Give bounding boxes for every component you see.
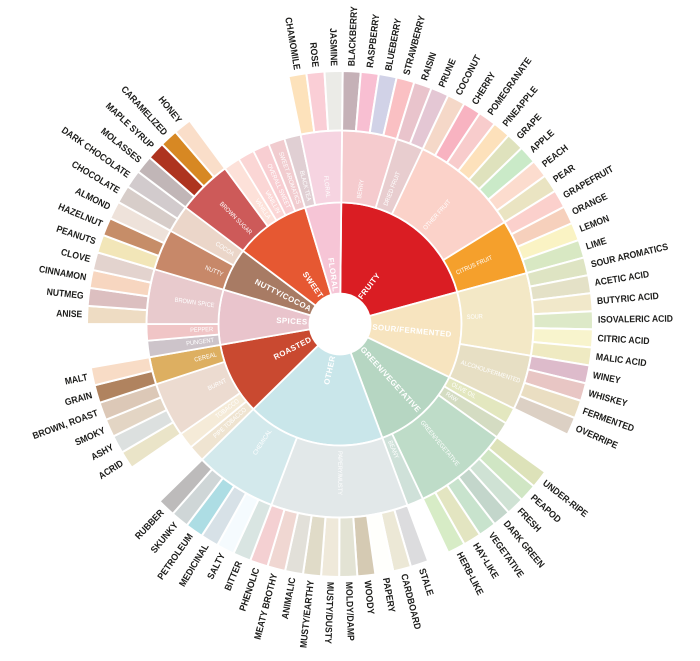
- svg-text:FLORAL: FLORAL: [322, 175, 331, 198]
- svg-text:ROSE: ROSE: [307, 42, 320, 68]
- svg-text:PAPERY/MUSTY: PAPERY/MUSTY: [336, 451, 343, 496]
- svg-text:JASMINE: JASMINE: [327, 28, 339, 66]
- svg-text:NUTMEG: NUTMEG: [46, 287, 84, 302]
- svg-text:SPICES: SPICES: [276, 316, 308, 327]
- svg-text:MALT: MALT: [64, 372, 89, 388]
- svg-text:PEPPER: PEPPER: [190, 326, 214, 334]
- svg-text:BUTYRIC ACID: BUTYRIC ACID: [597, 291, 660, 307]
- svg-text:WOODY: WOODY: [361, 580, 376, 616]
- svg-text:MUSTY/DUSTY: MUSTY/DUSTY: [322, 582, 335, 645]
- svg-text:CITRIC ACID: CITRIC ACID: [597, 333, 650, 347]
- svg-text:PUNGENT: PUNGENT: [186, 337, 215, 348]
- svg-text:BLACKBERRY: BLACKBERRY: [346, 5, 360, 66]
- svg-text:MOLDY/DAMP: MOLDY/DAMP: [343, 582, 356, 642]
- svg-text:ANISE: ANISE: [56, 308, 82, 320]
- svg-text:SOUR: SOUR: [467, 313, 484, 321]
- svg-text:ISOVALERIC ACID: ISOVALERIC ACID: [598, 314, 673, 326]
- svg-text:BERRY: BERRY: [356, 179, 366, 200]
